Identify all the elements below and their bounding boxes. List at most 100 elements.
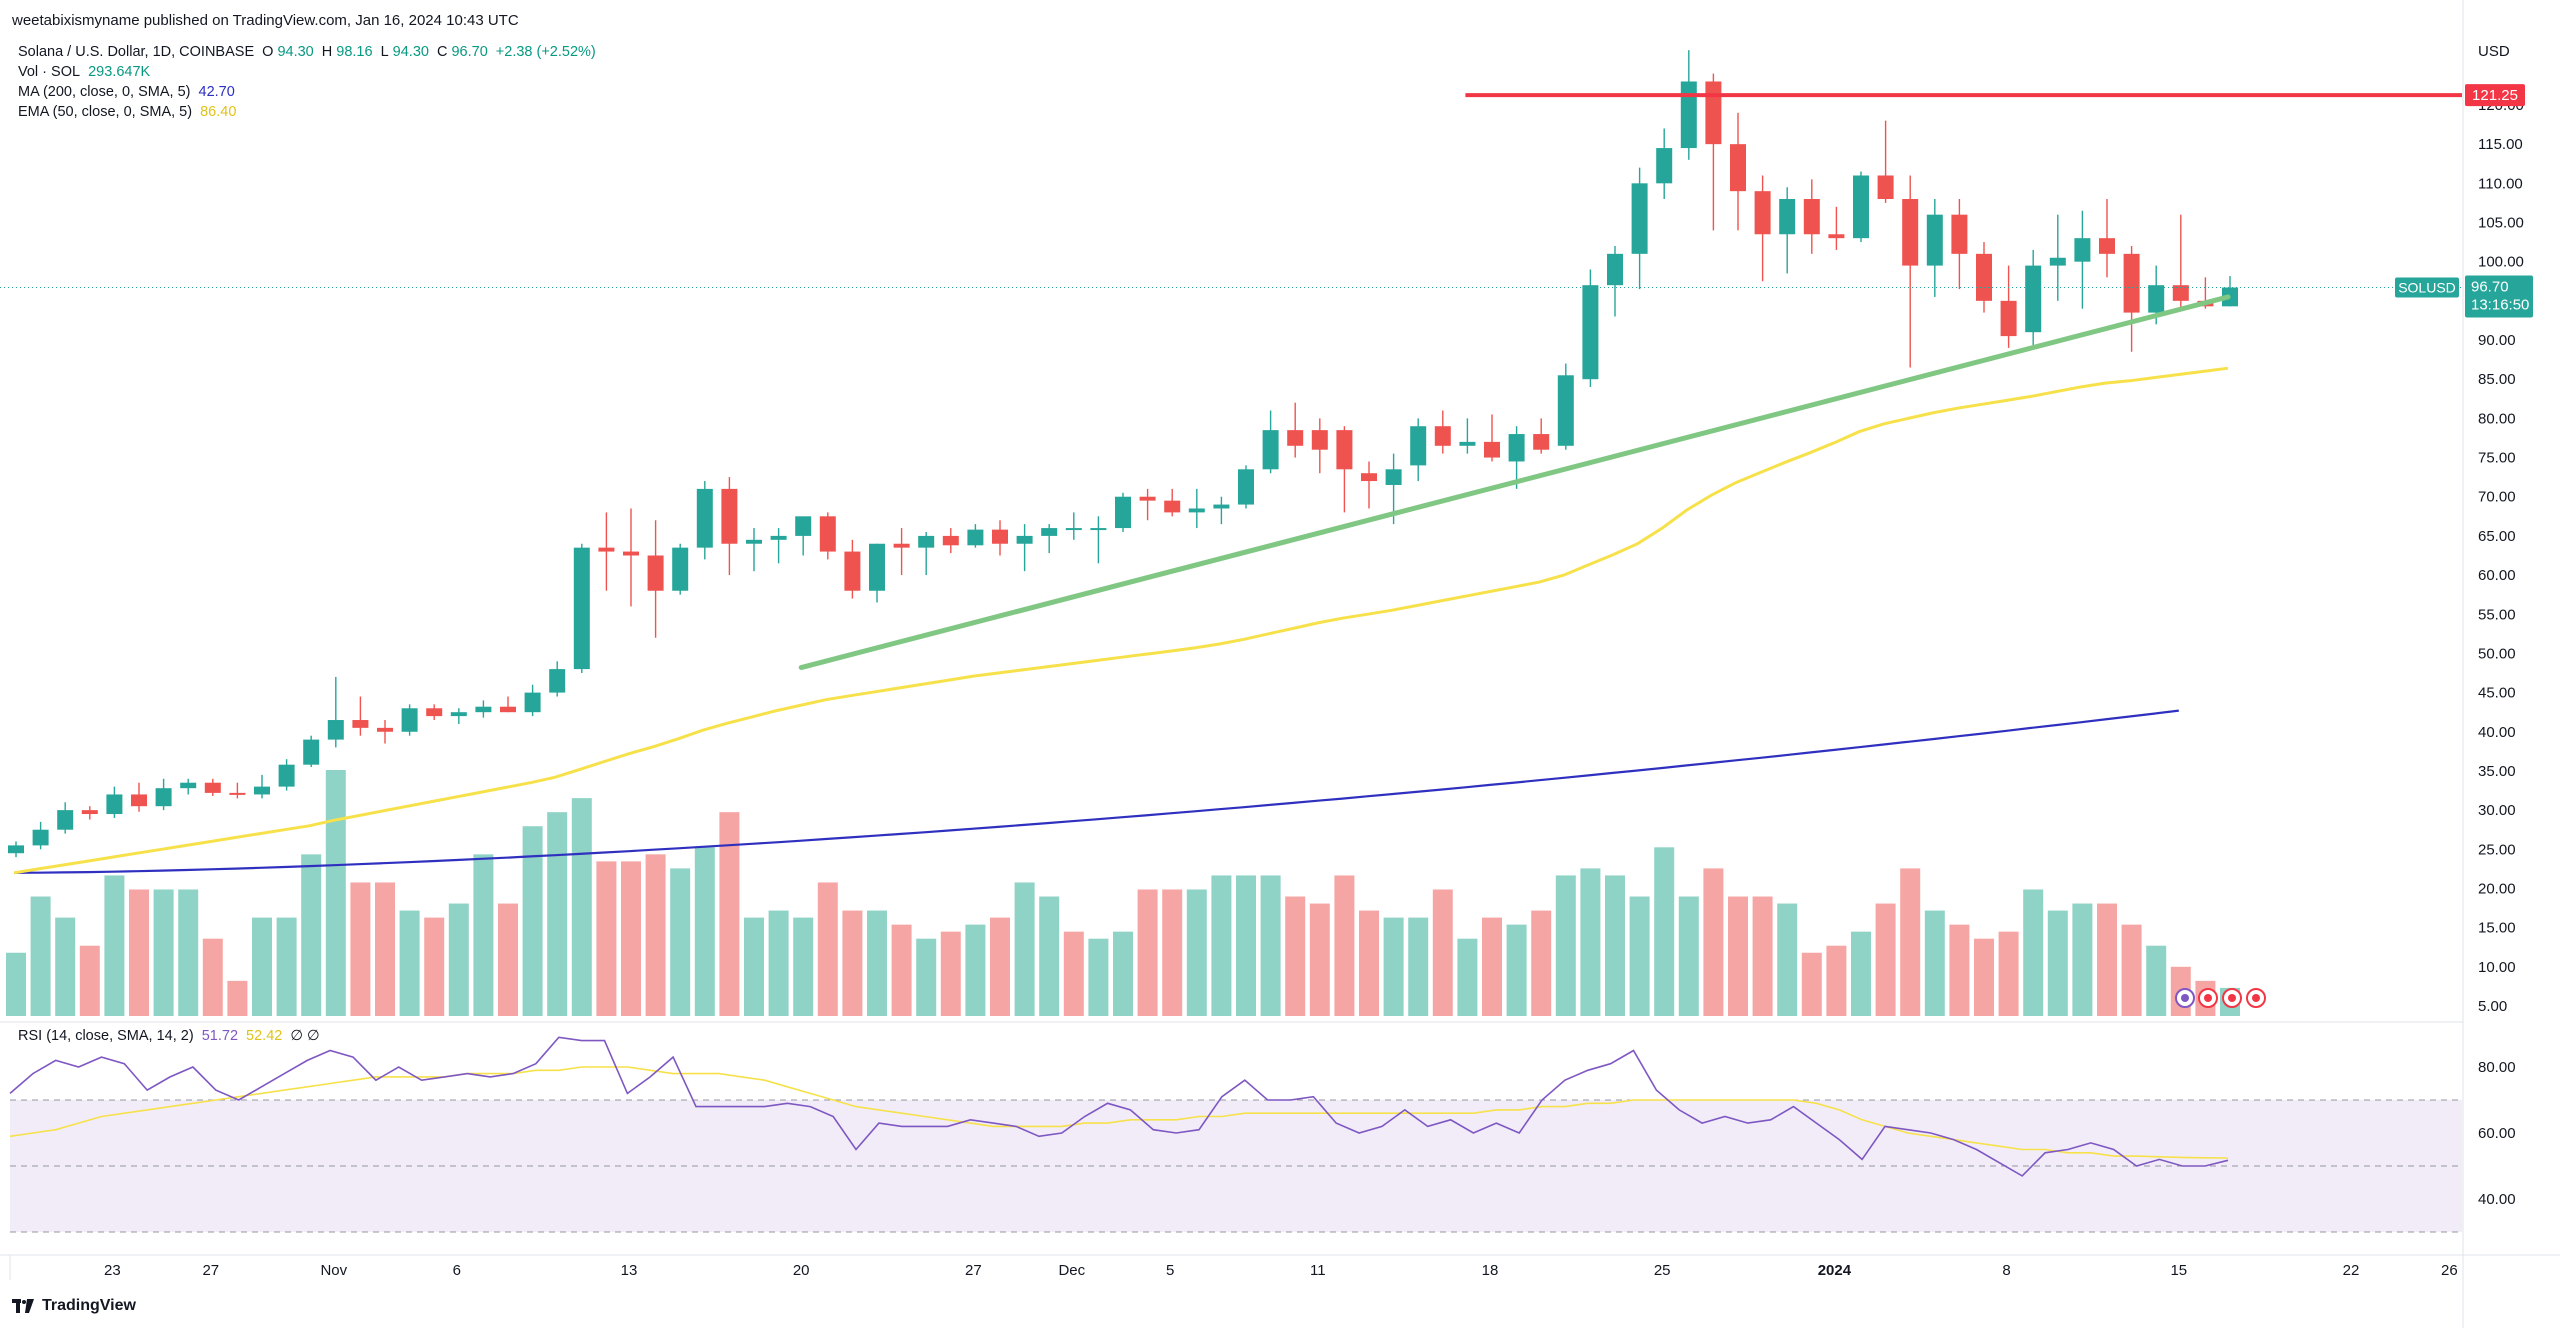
ema50-line [13, 366, 2229, 875]
volume-bar [1063, 931, 1084, 1016]
candle-body [500, 706, 516, 713]
candle-body [1926, 214, 1943, 266]
y-tick-label: 25.00 [2478, 841, 2516, 858]
volume-bar [1801, 952, 1822, 1016]
ema-legend: EMA (50, close, 0, SMA, 5) 86.40 [18, 104, 240, 120]
x-tick-label: 13 [621, 1262, 638, 1279]
volume-bar [916, 938, 937, 1016]
x-tick-label: 11 [1310, 1262, 1326, 1279]
y-tick-label: 85.00 [2478, 371, 2516, 388]
candle-body [1484, 441, 1500, 458]
event-dot [2204, 994, 2212, 1002]
volume-bar [1432, 889, 1453, 1016]
candle-body [1459, 441, 1476, 446]
candle-body [2099, 238, 2115, 254]
rsi-value: 51.72 [201, 1028, 239, 1044]
countdown-label: 13:16:50 [2471, 297, 2529, 314]
volume-bar [129, 889, 149, 1016]
candle-body [1385, 469, 1402, 485]
volume-bar [793, 917, 814, 1016]
volume-bar [670, 868, 691, 1016]
event-dot [2228, 994, 2236, 1002]
volume-bar [473, 854, 494, 1016]
volume-bar [1236, 875, 1256, 1016]
y-tick-label: 55.00 [2478, 606, 2516, 623]
candle-body [1680, 81, 1697, 149]
candle-body [1631, 183, 1648, 254]
x-tick-label: 23 [104, 1262, 121, 1279]
candle-body [1656, 148, 1673, 184]
rsi-extra: ∅ ∅ [290, 1028, 320, 1044]
candle-body [647, 555, 664, 591]
volume-bar [1605, 875, 1625, 1016]
volume-bar [55, 917, 76, 1016]
y-tick-label: 60.00 [2478, 567, 2516, 584]
x-tick-label: 5 [1166, 1262, 1174, 1279]
candle-body [672, 547, 689, 591]
volume-bar [424, 917, 445, 1016]
candle-body [942, 535, 959, 546]
y-tick-label: 105.00 [2478, 215, 2524, 232]
candles [8, 50, 2238, 858]
high-label: H [321, 44, 333, 60]
x-tick-label: 8 [2002, 1262, 2010, 1279]
volume-bar [1334, 875, 1355, 1016]
x-tick-label: 18 [1482, 1262, 1499, 1279]
last-price-label: 96.70 [2471, 279, 2509, 296]
volume-bar [1309, 903, 1330, 1016]
candle-body [2172, 285, 2189, 301]
y-tick-label: 115.00 [2478, 136, 2523, 153]
tradingview-brand[interactable]: TradingView [12, 1297, 136, 1315]
volume-bar [227, 980, 248, 1016]
y-tick-label: 50.00 [2478, 645, 2516, 662]
volume-bar [1654, 847, 1675, 1016]
volume-bar [375, 882, 395, 1016]
volume-bar [1826, 945, 1847, 1016]
volume-bar [448, 903, 469, 1016]
last-price-tag [2465, 275, 2533, 318]
volume-bar [621, 861, 641, 1016]
candle-body [2148, 285, 2165, 313]
volume-bar [891, 924, 912, 1016]
rsi-tick-label: 60.00 [2478, 1125, 2516, 1142]
candle-body [81, 810, 98, 815]
x-tick-label: 20 [793, 1262, 810, 1279]
y-tick-label: 65.00 [2478, 528, 2516, 545]
volume-bar [744, 917, 764, 1016]
candle-body [155, 788, 172, 807]
y-tick-label: 110.00 [2478, 175, 2523, 192]
volume-bar [1186, 889, 1207, 1016]
candle-body [1976, 253, 1992, 301]
y-tick-label: 90.00 [2478, 332, 2516, 349]
candle-body [696, 488, 713, 548]
volume-bar [1137, 889, 1158, 1016]
volume-bar [399, 910, 420, 1016]
candle-body [327, 720, 344, 740]
y-tick-label: 75.00 [2478, 450, 2516, 467]
rsi-ma-value: 52.42 [246, 1028, 283, 1044]
candle-body [2074, 238, 2091, 262]
symbol-tag [2395, 277, 2459, 298]
x-tick-label: 6 [453, 1262, 461, 1279]
volume-bar [596, 861, 617, 1016]
rsi-legend: RSI (14, close, SMA, 14, 2) 51.72 52.42 … [18, 1028, 324, 1044]
candle-body [1828, 234, 1845, 239]
volume-bar [325, 770, 346, 1016]
candle-body [1508, 434, 1525, 462]
candle-body [229, 792, 246, 795]
candle-body [1311, 430, 1328, 450]
candle-body [2049, 257, 2066, 266]
volume-bar [768, 910, 789, 1016]
close-label: C [436, 44, 448, 60]
volume-bar [6, 952, 26, 1016]
volume-bar [1383, 917, 1404, 1016]
candle-body [1705, 81, 1722, 145]
candle-body [475, 706, 492, 713]
candle-body [1090, 528, 1107, 531]
volume-bar [2047, 910, 2068, 1016]
ma-legend: MA (200, close, 0, SMA, 5) 42.70 [18, 84, 239, 100]
candle-body [844, 551, 861, 591]
candle-body [450, 712, 467, 717]
y-tick-label: 100.00 [2478, 254, 2524, 271]
